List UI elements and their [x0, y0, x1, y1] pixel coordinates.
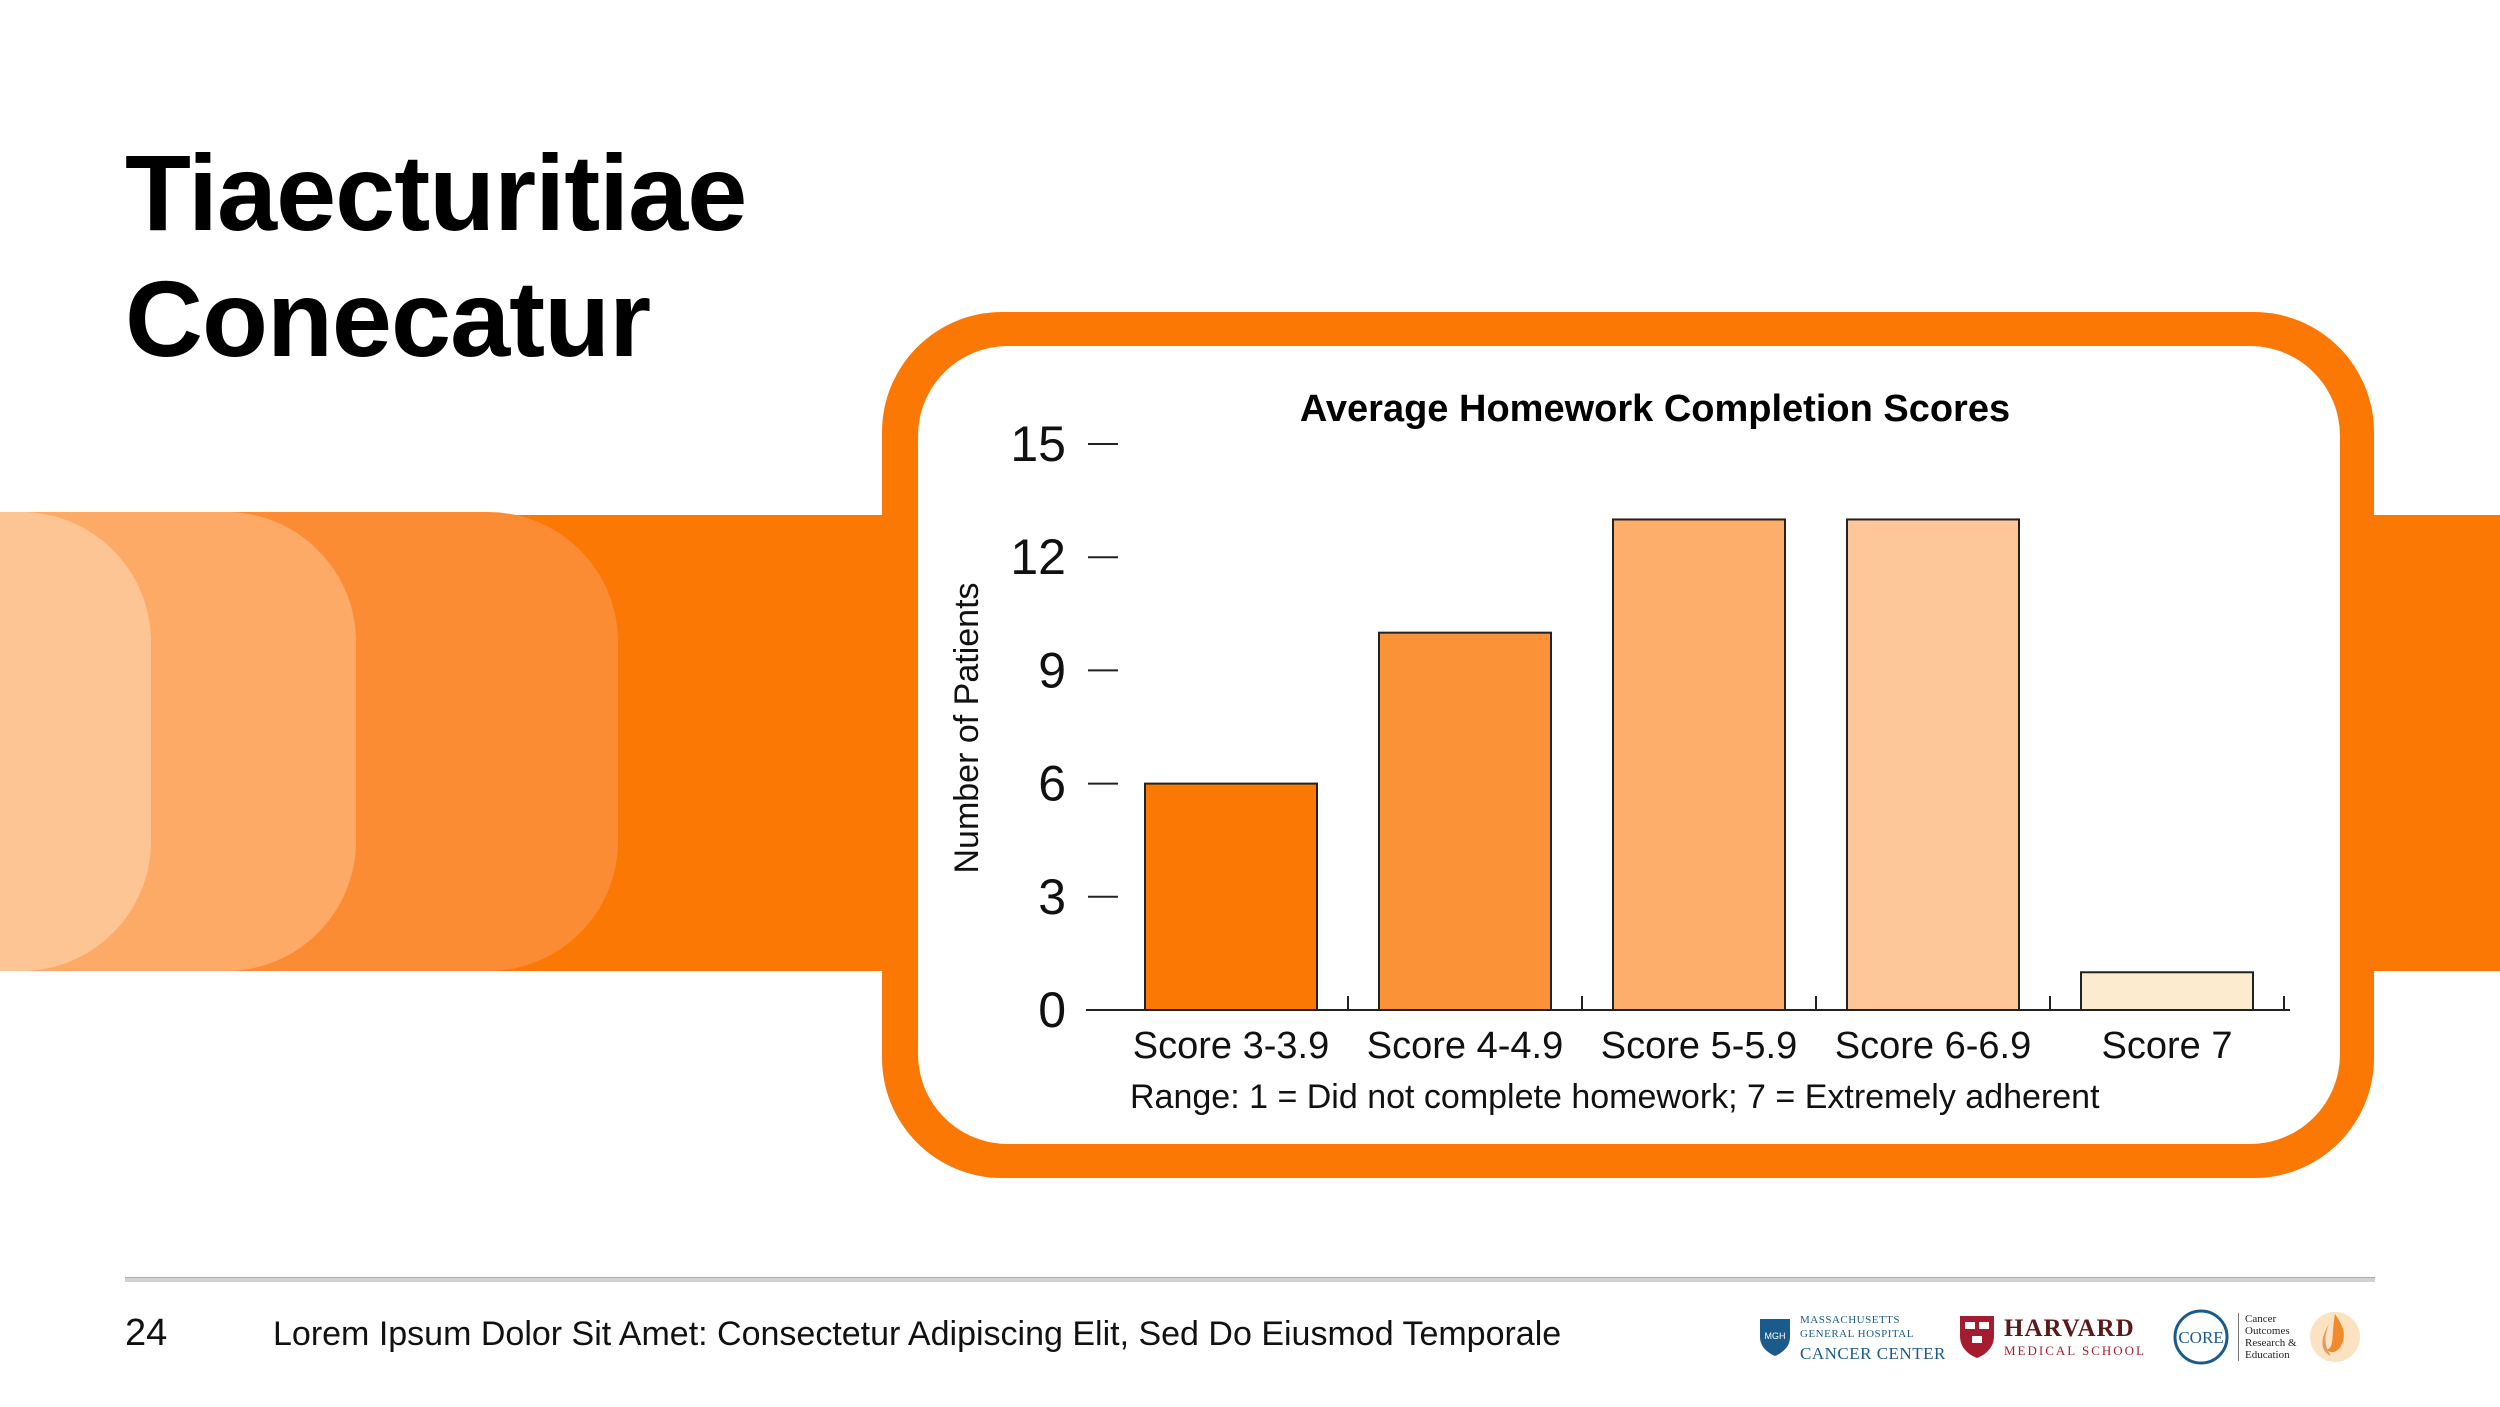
slide-title-line-2: Conecatur: [125, 258, 651, 379]
core-logo: CORE Cancer Outcomes Research & Educatio…: [2172, 1302, 2363, 1372]
chart-title: Average Homework Completion Scores: [1300, 388, 2010, 430]
y-axis-label: Number of Patients: [948, 582, 986, 873]
core-logo-line-3: Research &: [2245, 1337, 2297, 1349]
core-logo-line-1: Cancer: [2245, 1313, 2277, 1325]
mgh-logo-line-1: MASSACHUSETTS: [1800, 1314, 1901, 1326]
chart-note: Range: 1 = Did not complete homework; 7 …: [1130, 1078, 2100, 1116]
bar-5: [2080, 971, 2254, 1011]
y-tick-label: 9: [1038, 642, 1066, 698]
x-axis: Score 3-3.9 Score 4-4.9 Score 5-5.9 Score 6…: [1086, 996, 2290, 1067]
page-number: 24: [125, 1312, 168, 1354]
slide-title: Tiaecturitiae Conecatur: [125, 130, 747, 382]
core-badge-text: CORE: [2178, 1328, 2223, 1347]
mgh-cancer-center-logo: MGH MASSACHUSETTS GENERAL HOSPITAL CANCE…: [1758, 1302, 1946, 1372]
core-circle-icon: CORE: [2173, 1309, 2229, 1365]
bars: [1144, 518, 2254, 1012]
svg-text:MGH: MGH: [1765, 1331, 1786, 1341]
bar-2: [1378, 631, 1552, 1012]
harvard-shield-icon: [1960, 1316, 1994, 1358]
x-tick-label: Score 3-3.9: [1133, 1025, 1329, 1067]
core-logo-line-4: Education: [2245, 1349, 2290, 1361]
mgh-shield-icon: MGH: [1760, 1319, 1790, 1356]
footer-divider: [125, 1277, 2375, 1282]
harvard-logo-line-2: MEDICAL SCHOOL: [2004, 1343, 2146, 1358]
y-tick-label: 3: [1038, 869, 1066, 925]
mgh-logo-line-2: GENERAL HOSPITAL: [1800, 1328, 1914, 1340]
y-tick-label: 12: [1010, 529, 1066, 585]
x-tick-label: Score 5-5.9: [1601, 1025, 1797, 1067]
bar-4: [1846, 518, 2020, 1011]
footer-text: Lorem Ipsum Dolor Sit Amet: Consectetur …: [273, 1315, 1562, 1353]
core-logo-line-2: Outcomes: [2245, 1325, 2290, 1337]
decorative-tab-1: [0, 512, 151, 971]
y-tick-label: 15: [1010, 416, 1066, 472]
mgh-logo-line-3: CANCER CENTER: [1800, 1344, 1946, 1363]
x-tick-label: Score 6-6.9: [1835, 1025, 2031, 1067]
bar-1: [1144, 782, 1318, 1011]
y-tick-label: 6: [1038, 756, 1066, 812]
y-tick-label: 0: [1038, 982, 1066, 1038]
decorative-band-right: [2370, 515, 2500, 971]
slide-title-line-1: Tiaecturitiae: [125, 132, 747, 253]
harvard-medical-school-logo: HARVARD MEDICAL SCHOOL: [1958, 1302, 2146, 1372]
x-tick-label: Score 4-4.9: [1367, 1025, 1563, 1067]
bar-3: [1612, 518, 1786, 1011]
x-tick-label: Score 7: [2102, 1025, 2233, 1067]
flame-emblem-icon: [2309, 1312, 2360, 1362]
y-axis: 0 3 6 9 12 15: [1010, 416, 1118, 1038]
harvard-logo-line-1: HARVARD: [2004, 1315, 2135, 1342]
